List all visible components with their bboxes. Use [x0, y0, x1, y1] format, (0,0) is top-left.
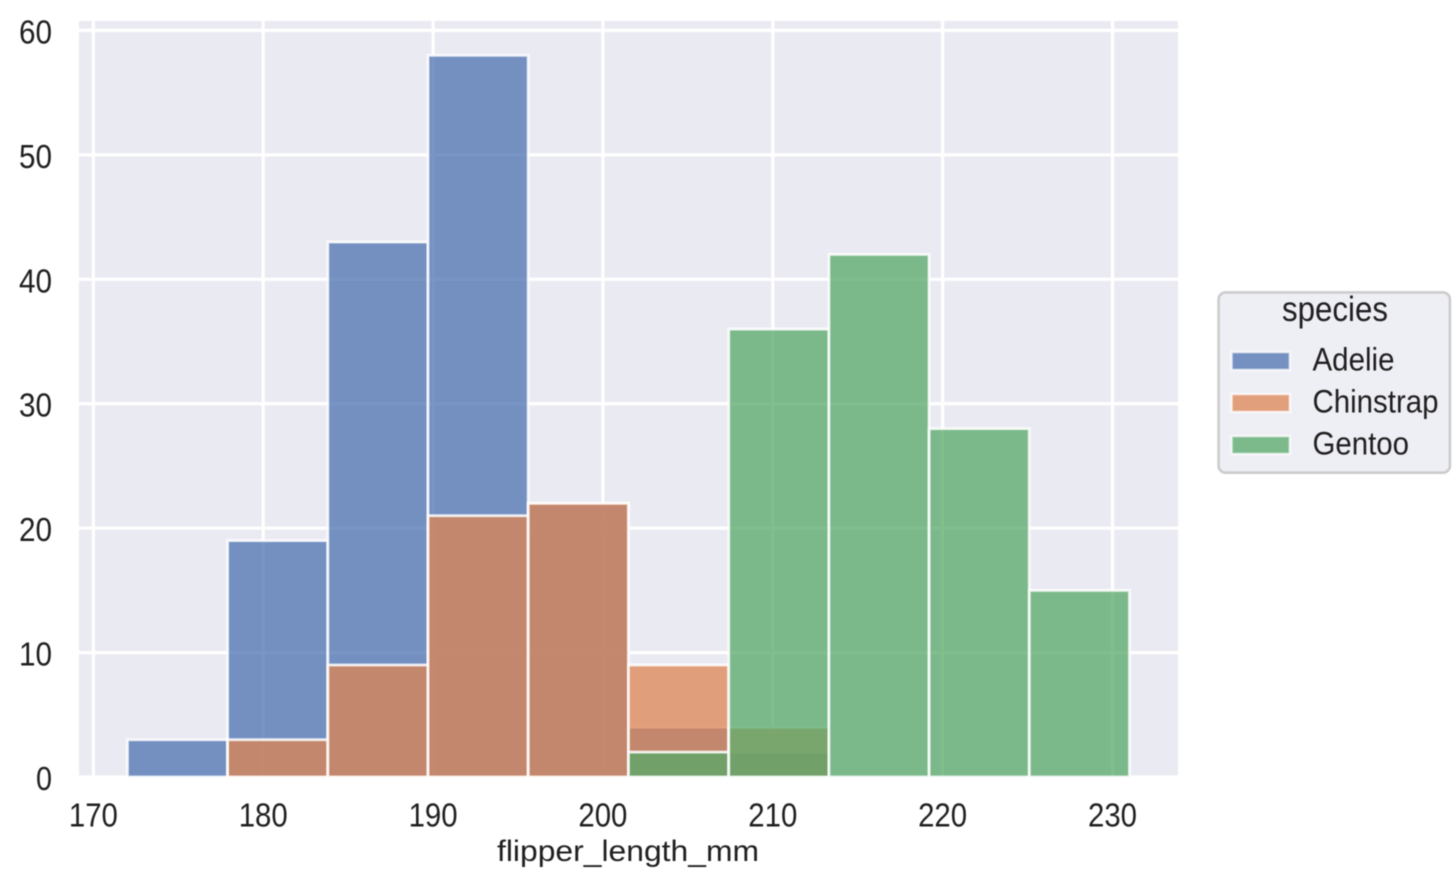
svg-text:190: 190: [409, 798, 458, 835]
svg-text:Chinstrap: Chinstrap: [1313, 384, 1439, 420]
svg-text:50: 50: [19, 139, 52, 176]
svg-text:170: 170: [69, 798, 118, 835]
svg-text:180: 180: [239, 798, 288, 835]
svg-text:Adelie: Adelie: [1313, 342, 1395, 378]
svg-text:210: 210: [748, 798, 797, 835]
svg-text:230: 230: [1088, 798, 1137, 835]
svg-text:200: 200: [578, 798, 627, 835]
svg-text:20: 20: [19, 512, 52, 549]
svg-text:species: species: [1282, 290, 1388, 329]
svg-text:flipper_length_mm: flipper_length_mm: [497, 835, 759, 868]
svg-text:10: 10: [19, 637, 52, 674]
svg-text:Gentoo: Gentoo: [1313, 426, 1410, 462]
svg-text:220: 220: [918, 798, 967, 835]
svg-text:60: 60: [19, 14, 52, 51]
svg-text:40: 40: [19, 263, 52, 300]
svg-text:30: 30: [19, 388, 52, 425]
svg-text:0: 0: [36, 761, 52, 798]
